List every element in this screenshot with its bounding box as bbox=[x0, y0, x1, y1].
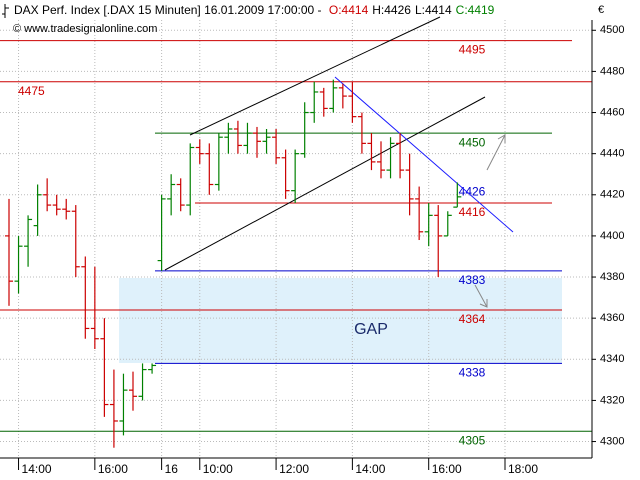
y-tick-label: 4320 bbox=[600, 394, 624, 406]
level-label: 4364 bbox=[459, 312, 486, 326]
level-label: 4305 bbox=[459, 433, 486, 447]
watermark: © www.tradesignalonline.com bbox=[13, 23, 157, 35]
level-label: 4426 bbox=[459, 185, 486, 199]
y-tick-label: 4420 bbox=[600, 189, 624, 201]
y-tick-label: 4460 bbox=[600, 106, 624, 118]
y-tick-label: 4400 bbox=[600, 230, 624, 242]
gap-area bbox=[119, 278, 562, 363]
arrow-up bbox=[486, 134, 506, 171]
header-value: L:4414 bbox=[415, 3, 452, 17]
y-tick-label: 4500 bbox=[600, 24, 624, 36]
x-tick-label: 16:00 bbox=[98, 462, 128, 476]
x-tick-label: 14:00 bbox=[355, 462, 385, 476]
level-label: 4338 bbox=[459, 366, 486, 380]
header-value: O:4414 bbox=[329, 3, 369, 17]
levels: 4495 4475 4450 4426 4416 4383 4364 4338 4305 bbox=[0, 40, 592, 447]
y-tick-label: 4360 bbox=[600, 312, 624, 324]
level-label: 4475 bbox=[18, 84, 45, 98]
x-tick-label: 16:00 bbox=[432, 462, 462, 476]
currency: € bbox=[598, 4, 604, 16]
channel-lower bbox=[164, 96, 486, 271]
level-label: 4495 bbox=[459, 43, 486, 57]
x-tick-label: 14:00 bbox=[22, 462, 52, 476]
arrows bbox=[474, 134, 506, 308]
level-label: 4416 bbox=[459, 205, 486, 219]
header-value: C:4419 bbox=[456, 3, 495, 17]
y-tick-label: 4300 bbox=[600, 435, 624, 447]
header: DAX Perf. Index [.DAX 15 Minuten] 16.01.… bbox=[14, 3, 495, 17]
x-tick-label: 16 bbox=[165, 462, 179, 476]
y-tick-label: 4440 bbox=[600, 148, 624, 160]
bars bbox=[5, 79, 462, 448]
gap-label: GAP bbox=[354, 321, 388, 338]
y-tick-label: 4480 bbox=[600, 65, 624, 77]
header-value: H:4426 bbox=[372, 3, 411, 17]
y-tick-label: 4340 bbox=[600, 353, 624, 365]
level-label: 4450 bbox=[459, 135, 486, 149]
arrow-down bbox=[474, 284, 488, 308]
y-tick-label: 4380 bbox=[600, 271, 624, 283]
x-tick-label: 12:00 bbox=[279, 462, 309, 476]
downtrend-line bbox=[334, 76, 514, 233]
level-label: 4383 bbox=[459, 273, 486, 287]
x-tick-label: 10:00 bbox=[203, 462, 233, 476]
x-tick-label: 18:00 bbox=[508, 462, 538, 476]
channel-upper bbox=[189, 16, 441, 136]
logo bbox=[2, 4, 9, 18]
header-title: DAX Perf. Index [.DAX 15 Minuten] 16.01.… bbox=[14, 3, 322, 17]
